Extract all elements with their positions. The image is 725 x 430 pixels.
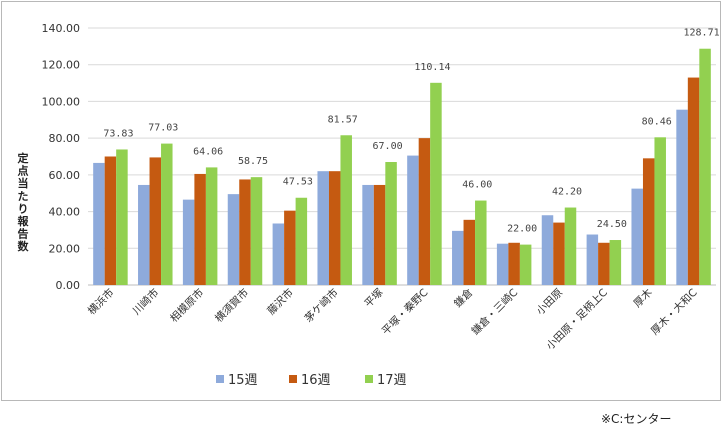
y-tick-label: 60.00: [49, 169, 81, 182]
bar-17週-小田原: [564, 207, 577, 285]
category-label: 厚木・大和C: [648, 286, 700, 338]
data-label: 80.46: [642, 116, 672, 127]
category-label: 藤沢市: [265, 286, 296, 317]
category-label: 平塚・秦野C: [379, 286, 431, 338]
data-label: 47.53: [283, 177, 313, 188]
category-label: 相模原市: [167, 286, 206, 325]
category-label: 小田原: [534, 287, 565, 318]
data-label: 24.50: [597, 219, 627, 230]
bar-16週-厚木・大和C: [687, 77, 700, 285]
category-label: 鎌倉: [451, 286, 475, 310]
bar-17週-鎌倉: [475, 200, 487, 285]
bar-15週-川崎市: [138, 184, 150, 285]
y-tick-label: 120.00: [42, 59, 81, 72]
category-label: 横浜市: [85, 286, 116, 317]
bar-16週-平塚: [373, 184, 386, 285]
bar-15週-平塚・秦野C: [407, 155, 419, 285]
category-label: 川崎市: [130, 286, 161, 317]
bar-16週-川崎市: [149, 157, 162, 285]
category-label: 横須賀市: [212, 286, 251, 325]
bar-15週-厚木・大和C: [676, 109, 688, 285]
category-label: 平塚: [362, 286, 386, 310]
data-label: 77.03: [148, 123, 178, 134]
bar-15週-相模原市: [182, 199, 195, 285]
legend-swatch: [216, 375, 224, 383]
bar-15週-横須賀市: [227, 194, 240, 285]
gridlines: [88, 27, 716, 286]
data-label: 67.00: [373, 141, 403, 152]
bar-15週-横浜市: [93, 162, 105, 285]
bar-16週-茅ケ崎市: [328, 171, 341, 285]
bar-17週-川崎市: [161, 143, 173, 285]
chart-frame: 0.00 20.00 40.00 60.00 80.00 100.00 120.00 140.…: [1, 1, 721, 401]
data-label: 128.71: [684, 28, 720, 39]
legend-label: 17週: [377, 373, 407, 388]
y-tick-label: 140.00: [42, 22, 81, 35]
y-tick-label: 40.00: [49, 206, 81, 219]
category-label: 茅ケ崎市: [302, 286, 341, 325]
bar-15週-鎌倉・三崎C: [496, 243, 509, 285]
data-labels: 73.83 77.03 64.06 58.75 47.53 81.57 67.00 110.1…: [103, 28, 719, 235]
data-label: 73.83: [103, 128, 133, 139]
y-axis-label: 定点当たり報告数: [18, 151, 30, 253]
y-tick-label: 0.00: [56, 279, 81, 292]
y-tick-label: 80.00: [49, 132, 81, 145]
data-label: 110.14: [414, 62, 450, 73]
bar-16週-平塚・秦野C: [418, 138, 431, 285]
bar-16週-藤沢市: [284, 210, 296, 285]
bar-17週-横須賀市: [250, 177, 263, 285]
bar-15週-小田原: [541, 215, 554, 285]
bar-17週-小田原・足柄上C: [609, 240, 622, 285]
legend: 15週 16週 17週: [216, 373, 407, 388]
y-tick-label: 20.00: [49, 242, 81, 255]
bar-chart: 0.00 20.00 40.00 60.00 80.00 100.00 120.00 140.…: [18, 22, 720, 388]
bar-17週-藤沢市: [295, 197, 308, 285]
y-axis-ticks: 0.00 20.00 40.00 60.00 80.00 100.00 120.00 140.…: [42, 22, 81, 292]
y-tick-label: 100.00: [42, 95, 81, 108]
bar-15週-茅ケ崎市: [317, 171, 329, 285]
legend-label: 16週: [301, 373, 331, 388]
data-label: 46.00: [462, 180, 492, 191]
data-label: 64.06: [193, 146, 223, 157]
bar-17週-厚木: [654, 137, 666, 285]
bar-15週-鎌倉: [452, 230, 464, 285]
bar-16週-横浜市: [104, 156, 117, 285]
bar-17週-平塚・秦野C: [430, 82, 442, 286]
legend-swatch: [289, 375, 297, 383]
bar-17週-平塚: [385, 162, 397, 285]
bar-17週-相模原市: [205, 167, 218, 285]
bar-16週-小田原: [553, 222, 565, 285]
bar-16週-鎌倉: [463, 219, 476, 285]
category-label: 鎌倉・三崎C: [469, 286, 521, 338]
category-label: 厚木: [632, 286, 656, 310]
footnote: ※C:センター: [601, 412, 672, 426]
bar-17週-鎌倉・三崎C: [519, 244, 532, 285]
bar-17週-厚木・大和C: [699, 48, 711, 285]
bar-16週-相模原市: [194, 173, 206, 285]
bar-15週-厚木: [631, 188, 643, 285]
bar-15週-藤沢市: [272, 223, 285, 285]
bar-15週-小田原・足柄上C: [586, 234, 599, 285]
data-label: 22.00: [507, 224, 537, 235]
bar-15週-平塚: [362, 184, 374, 285]
bar-16週-鎌倉・三崎C: [508, 242, 520, 285]
y-axis-title: 定点当たり報告数: [18, 151, 30, 253]
bar-16週-小田原・足柄上C: [598, 242, 610, 285]
bars: [93, 48, 711, 286]
data-label: 58.75: [238, 156, 268, 167]
data-label: 42.20: [552, 187, 582, 198]
legend-label: 15週: [228, 373, 258, 388]
legend-swatch: [365, 375, 373, 383]
data-label: 81.57: [328, 114, 358, 125]
bar-17週-横浜市: [116, 149, 128, 285]
bar-16週-横須賀市: [239, 179, 251, 285]
bar-17週-茅ケ崎市: [340, 135, 352, 285]
bar-16週-厚木: [642, 158, 655, 285]
